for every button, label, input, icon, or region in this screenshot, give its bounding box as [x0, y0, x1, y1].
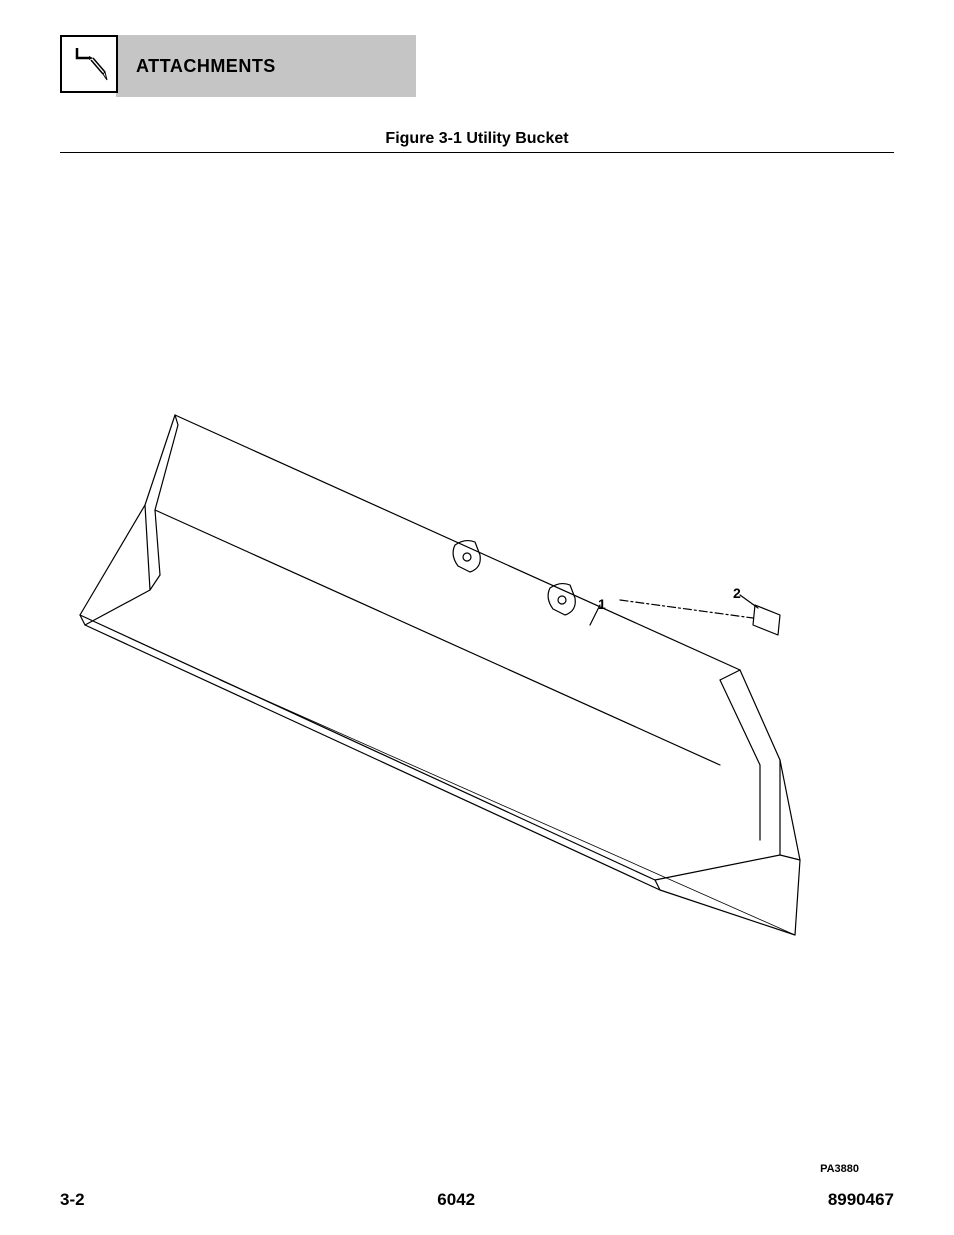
attachments-icon	[60, 35, 118, 93]
section-title: ATTACHMENTS	[136, 56, 276, 77]
document-number: 8990467	[828, 1190, 894, 1210]
callout-1: 1	[598, 596, 606, 612]
page-number: 3-2	[60, 1190, 85, 1210]
page-header: ATTACHMENTS	[60, 35, 416, 97]
page-footer: 3-2 6042 8990467	[60, 1190, 894, 1210]
title-underline	[60, 152, 894, 153]
section-title-box: ATTACHMENTS	[116, 35, 416, 97]
utility-bucket-diagram	[60, 380, 894, 980]
model-number: 6042	[437, 1190, 475, 1210]
callout-2: 2	[733, 585, 741, 601]
figure-title: Figure 3-1 Utility Bucket	[0, 130, 954, 148]
drawing-code: PA3880	[820, 1163, 859, 1175]
